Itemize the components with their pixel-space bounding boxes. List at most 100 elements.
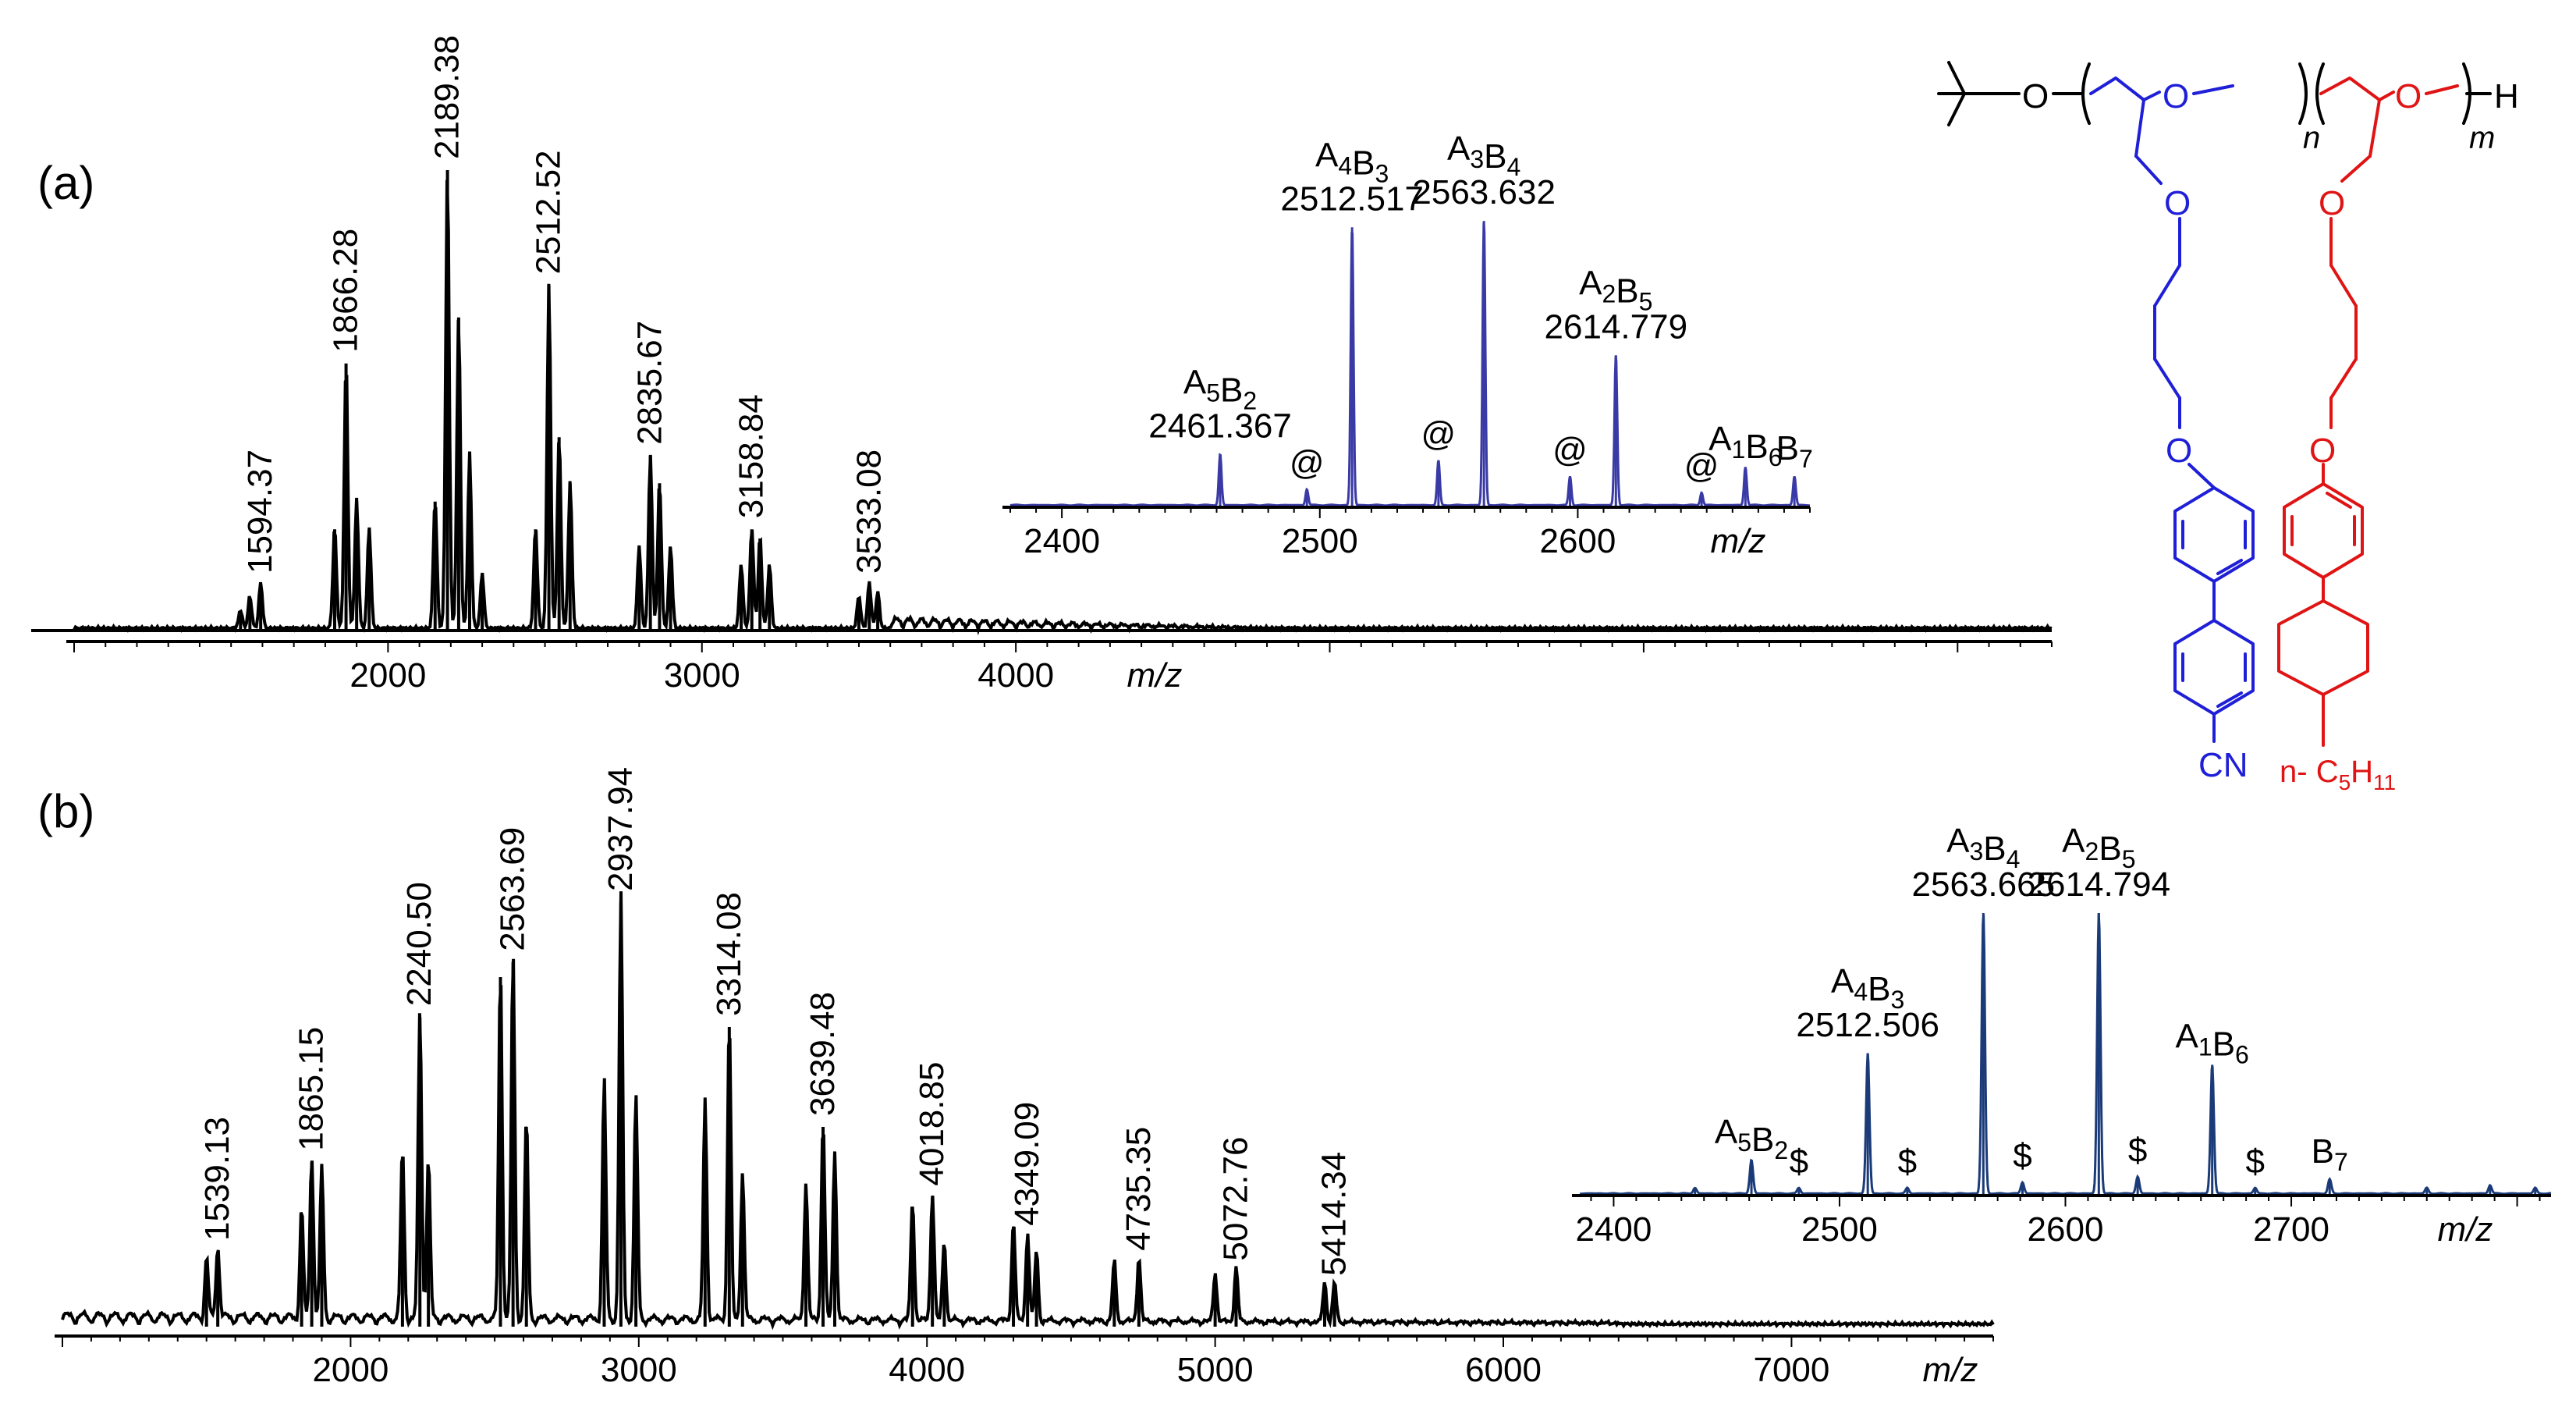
peak-label: 2835.67 <box>631 321 669 445</box>
spectrum-trace <box>1009 222 1811 507</box>
ion-subscript: 2 <box>2085 837 2099 865</box>
x-tick-label: 2000 <box>312 1351 389 1389</box>
impurity-marker: $ <box>2128 1131 2147 1169</box>
panel-a-label: (a) <box>37 157 94 209</box>
ion-letter: B <box>1352 144 1375 182</box>
pentyl-h: H <box>2351 755 2373 789</box>
ion-letter: A <box>1579 264 1602 302</box>
x-tick-label: 5000 <box>1177 1351 1254 1389</box>
terminal-hydrogen: H <box>2494 77 2519 115</box>
red-ether-oxygen-2: O <box>2319 184 2345 222</box>
ion-subscript: 5 <box>1737 1128 1751 1157</box>
peak-label: 5072.76 <box>1216 1137 1254 1261</box>
x-tick-label: 4000 <box>889 1351 965 1389</box>
impurity-marker: $ <box>1898 1142 1917 1181</box>
impurity-marker: @ <box>1684 447 1719 485</box>
x-tick-label: 6000 <box>1465 1351 1542 1389</box>
x-axis-label: m/z <box>1923 1351 1978 1389</box>
ion-subscript: 2 <box>1243 386 1257 414</box>
x-axis-label: m/z <box>1711 522 1766 560</box>
ion-subscript: 7 <box>2334 1148 2348 1176</box>
ion-subscript: 5 <box>1639 287 1653 315</box>
ion-subscript: 5 <box>1206 378 1220 407</box>
peak-label: 2240.50 <box>400 882 438 1006</box>
x-tick-label: 2600 <box>2028 1210 2104 1249</box>
ion-letter: A <box>1447 130 1471 168</box>
peak-label: 1539.13 <box>198 1117 236 1241</box>
peak-mass-label: 2512.517 <box>1280 179 1424 218</box>
pentyl-c: C <box>2316 755 2339 789</box>
x-tick-label: 2400 <box>1024 522 1100 560</box>
x-axis-label: m/z <box>1127 656 1183 695</box>
ion-subscript: 7 <box>1799 445 1813 473</box>
peak-mass-label: 2563.632 <box>1412 173 1556 211</box>
x-tick-label: 7000 <box>1753 1351 1829 1389</box>
peak-label: 2937.94 <box>601 767 640 891</box>
chart-a-main: 2000 3000 4000 m/z1594.371866.282189.382512… <box>31 35 2053 695</box>
ion-subscript: 2 <box>1774 1136 1788 1164</box>
ion-subscript: 3 <box>1470 145 1484 173</box>
pentyl-prefix: n- <box>2280 755 2316 789</box>
peak-label: 1866.28 <box>327 229 365 353</box>
chart-b-main: 2000 3000 4000 5000 6000 7000 m/z 1539.13 1865.1… <box>55 767 1995 1389</box>
ion-letter: A <box>1715 1113 1738 1151</box>
peak-label: 2563.69 <box>494 827 532 951</box>
x-axis-label: m/z <box>2438 1210 2493 1249</box>
ion-letter: B <box>1751 1121 1774 1159</box>
impurity-marker: @ <box>1290 444 1325 482</box>
peak-label: 5414.34 <box>1315 1152 1354 1276</box>
impurity-marker: $ <box>1790 1142 1808 1181</box>
ion-subscript: 1 <box>2198 1032 2212 1061</box>
ion-letter: A <box>1315 136 1339 174</box>
ion-letter: B <box>2312 1132 2334 1171</box>
x-tick-label: 2500 <box>1801 1210 1878 1249</box>
x-tick-label: 2000 <box>349 656 426 695</box>
chart-b-inset: 2400 2500 2600 2700 m/zA5B22512.506A4B32563.… <box>1572 822 2552 1249</box>
ion-subscript: 3 <box>1970 837 1984 865</box>
ion-letter: B <box>2212 1025 2235 1063</box>
impurity-marker: $ <box>2013 1137 2031 1175</box>
ion-letter: B <box>2099 830 2121 868</box>
peak-label: 4018.85 <box>913 1062 951 1186</box>
ion-letter: B <box>1745 428 1768 466</box>
ion-letter: B <box>1616 272 1638 310</box>
blue-ether-oxygen: O <box>2163 77 2189 115</box>
ion-letter: A <box>1183 363 1207 401</box>
peak-label: 1594.37 <box>241 450 279 574</box>
peak-ion-label: A2B5 <box>2062 822 2135 873</box>
peak-ion-label: A1B6 <box>2176 1017 2249 1068</box>
subscript-n: n <box>2303 121 2320 155</box>
peak-ion-label: B7 <box>2312 1132 2348 1176</box>
x-tick-label: 3000 <box>601 1351 677 1389</box>
x-tick-label: 2400 <box>1575 1210 1652 1249</box>
pentyl-group: n- C5H11 <box>2280 755 2396 794</box>
spectrum-trace <box>61 891 1995 1331</box>
peak-label: 3533.08 <box>850 450 888 574</box>
ion-letter: A <box>2062 822 2085 860</box>
peak-label: 4735.35 <box>1119 1127 1158 1251</box>
pentyl-c-sub: 5 <box>2339 770 2351 794</box>
peak-mass-label: 2461.367 <box>1148 407 1292 445</box>
x-tick-label: 2500 <box>1282 522 1358 560</box>
subscript-m: m <box>2469 121 2495 155</box>
ion-letter: A <box>1708 420 1732 458</box>
x-tick-label: 3000 <box>664 656 740 695</box>
end-oxygen: O <box>2022 77 2049 115</box>
peak-ion-label: A3B4 <box>1946 822 2020 873</box>
ion-subscript: 3 <box>1891 986 1905 1014</box>
ion-letter: A <box>1946 822 1970 860</box>
ion-letter: B <box>1983 830 2006 868</box>
impurity-marker: $ <box>2245 1142 2264 1181</box>
ion-subscript: 4 <box>1338 151 1352 179</box>
ion-subscript: 1 <box>1732 435 1746 464</box>
polymer-structure: O H n m O O <box>1937 61 2519 794</box>
peak-mass-label: 2563.665 <box>1912 865 2056 904</box>
pentyl-h-sub: 11 <box>2373 770 2396 794</box>
blue-ether-oxygen-2: O <box>2164 184 2191 222</box>
peak-mass-label: 2614.779 <box>1545 307 1688 346</box>
peak-mass-label: 2512.506 <box>1796 1006 1939 1044</box>
x-tick-label: 2700 <box>2253 1210 2329 1249</box>
x-tick-label: 4000 <box>978 656 1054 695</box>
